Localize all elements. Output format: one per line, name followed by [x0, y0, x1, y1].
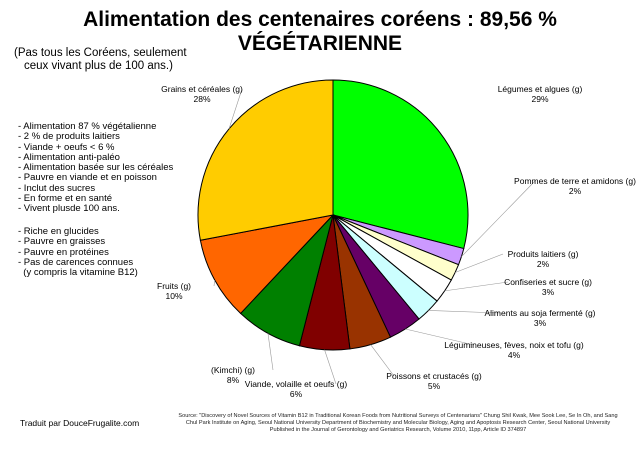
slice-label: Fruits (g) [157, 281, 191, 291]
source-citation: Source: "Discovery of Novel Sources of V… [168, 413, 628, 435]
source-line: Chul Park Institute on Aging, Seoul Nati… [185, 420, 611, 427]
note-item: - En forme et en santé [18, 193, 112, 205]
note-item: - Vivent plusde 100 ans. [18, 203, 120, 215]
slice-percent: 4% [508, 350, 521, 360]
notes-list-diet: - Alimentation 87 % végétalienne - 2 % de… [18, 121, 174, 215]
slice-percent: 8% [227, 375, 240, 385]
source-line: Published in the Journal of Gerontology … [269, 427, 527, 434]
subtitle-line: ceux vivant plus de 100 ans.) [24, 60, 173, 72]
slice-label: Légumes et algues (g) [498, 84, 583, 94]
slice-percent: 2% [569, 186, 582, 196]
source-line: Source: "Discovery of Novel Sources of V… [178, 413, 618, 419]
note-item: - Pauvre en protéines [18, 246, 109, 258]
slice-label: Confiseries et sucre (g) [504, 277, 592, 287]
note-item: - Alimentation 87 % végétalienne [18, 121, 157, 132]
pie-slice [197, 79, 334, 241]
leader-line [444, 281, 509, 292]
slice-label: Grains et céréales (g) [161, 84, 243, 94]
slice-label: Aliments au soja fermenté (g) [484, 308, 595, 318]
note-item: - Alimentation anti-paléo [18, 151, 120, 163]
note-item: - Alimentation basée sur les céréales [18, 162, 174, 174]
slice-label: (Kimchi) (g) [211, 365, 255, 375]
note-item: - Pauvre en graisses [18, 236, 106, 248]
pie-slice [332, 79, 469, 250]
subtitle: (Pas tous les Coréens, seulement ceux vi… [14, 47, 187, 73]
subtitle-line: (Pas tous les Coréens, seulement [14, 47, 187, 59]
leader-line [405, 328, 475, 346]
leader-line [228, 88, 243, 130]
leader-line [455, 253, 504, 273]
slice-label: Légumineuses, fèves, noix et tofu (g) [444, 340, 584, 350]
note-item: - Inclut des sucres [18, 182, 96, 194]
note-item: - Viande + oeufs < 6 % [18, 141, 115, 153]
pie-slice [199, 214, 335, 315]
leader-line [428, 310, 501, 314]
leader-line [213, 280, 215, 287]
slice-percent: 6% [290, 389, 303, 399]
leader-line [267, 333, 274, 371]
leader-line [461, 180, 536, 257]
leader-line [370, 344, 395, 377]
slice-percent: 5% [428, 381, 441, 391]
slice-label: Poissons et crustacés (g) [386, 371, 482, 381]
note-item: (y compris la vitamine B12) [18, 267, 138, 279]
slice-percent: 29% [531, 94, 548, 104]
slice-percent: 28% [193, 94, 210, 104]
slice-percent: 3% [534, 318, 547, 328]
slice-label: Viande, volaille et oeufs (g) [245, 379, 348, 389]
note-item: - Pauvre en viande et en poisson [18, 172, 157, 184]
note-item: - Pas de carences connues [18, 256, 134, 268]
slice-percent: 3% [542, 287, 555, 297]
slice-label: Produits laitiers (g) [508, 249, 579, 259]
translation-credit: Traduit par DouceFrugalite.com [20, 418, 140, 428]
slice-percent: 2% [537, 259, 550, 269]
slice-label: Pommes de terre et amidons (g) [514, 176, 636, 186]
slice-percent: 10% [165, 291, 182, 301]
chart-title: Alimentation des centenaires coréens : 8… [83, 8, 557, 55]
note-item: - 2 % de produits laitiers [18, 131, 120, 143]
note-item: - Riche en glucides [18, 226, 99, 237]
leader-line [324, 349, 337, 385]
notes-list-nutrients: - Riche en glucides - Pauvre en graisses -… [18, 226, 138, 279]
